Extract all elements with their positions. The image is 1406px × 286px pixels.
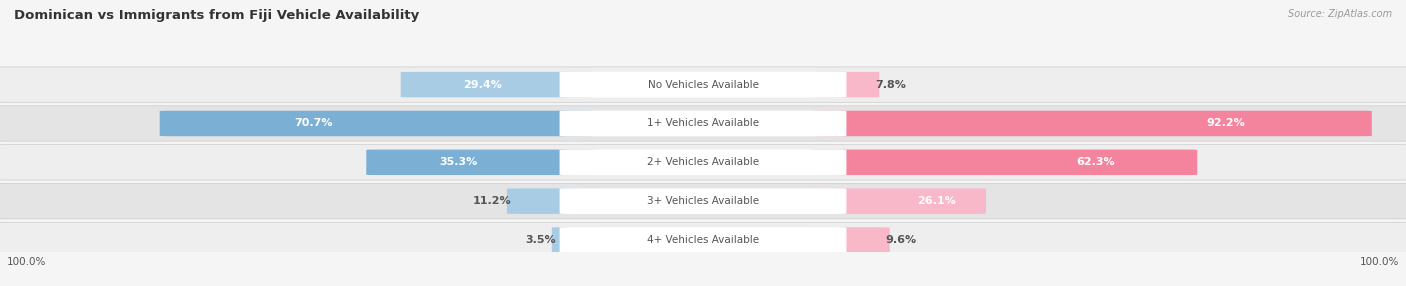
Text: 3.5%: 3.5% bbox=[526, 235, 555, 245]
Text: 11.2%: 11.2% bbox=[472, 196, 512, 206]
FancyBboxPatch shape bbox=[551, 227, 595, 253]
Text: No Vehicles Available: No Vehicles Available bbox=[648, 80, 758, 90]
FancyBboxPatch shape bbox=[0, 184, 1406, 219]
Text: 29.4%: 29.4% bbox=[464, 80, 502, 90]
Text: 62.3%: 62.3% bbox=[1076, 157, 1115, 167]
FancyBboxPatch shape bbox=[508, 188, 595, 214]
Text: 1+ Vehicles Available: 1+ Vehicles Available bbox=[647, 118, 759, 128]
Text: 92.2%: 92.2% bbox=[1206, 118, 1246, 128]
FancyBboxPatch shape bbox=[811, 188, 986, 214]
FancyBboxPatch shape bbox=[401, 72, 595, 97]
FancyBboxPatch shape bbox=[0, 145, 1406, 180]
FancyBboxPatch shape bbox=[560, 111, 846, 136]
FancyBboxPatch shape bbox=[0, 106, 1406, 141]
Text: 9.6%: 9.6% bbox=[886, 235, 917, 245]
Text: 70.7%: 70.7% bbox=[295, 118, 333, 128]
Text: 35.3%: 35.3% bbox=[439, 157, 478, 167]
FancyBboxPatch shape bbox=[367, 150, 595, 175]
FancyBboxPatch shape bbox=[560, 227, 846, 253]
Text: Source: ZipAtlas.com: Source: ZipAtlas.com bbox=[1288, 9, 1392, 19]
FancyBboxPatch shape bbox=[811, 150, 1198, 175]
FancyBboxPatch shape bbox=[0, 222, 1406, 258]
Text: 7.8%: 7.8% bbox=[875, 80, 905, 90]
FancyBboxPatch shape bbox=[560, 149, 846, 175]
FancyBboxPatch shape bbox=[560, 72, 846, 98]
Text: 3+ Vehicles Available: 3+ Vehicles Available bbox=[647, 196, 759, 206]
FancyBboxPatch shape bbox=[560, 188, 846, 214]
FancyBboxPatch shape bbox=[0, 67, 1406, 102]
FancyBboxPatch shape bbox=[811, 111, 1372, 136]
Text: Dominican vs Immigrants from Fiji Vehicle Availability: Dominican vs Immigrants from Fiji Vehicl… bbox=[14, 9, 419, 21]
Text: 2+ Vehicles Available: 2+ Vehicles Available bbox=[647, 157, 759, 167]
Text: 100.0%: 100.0% bbox=[7, 257, 46, 267]
Text: 100.0%: 100.0% bbox=[1360, 257, 1399, 267]
FancyBboxPatch shape bbox=[160, 111, 595, 136]
FancyBboxPatch shape bbox=[811, 227, 890, 253]
Text: 4+ Vehicles Available: 4+ Vehicles Available bbox=[647, 235, 759, 245]
Text: 26.1%: 26.1% bbox=[917, 196, 956, 206]
FancyBboxPatch shape bbox=[811, 72, 879, 97]
